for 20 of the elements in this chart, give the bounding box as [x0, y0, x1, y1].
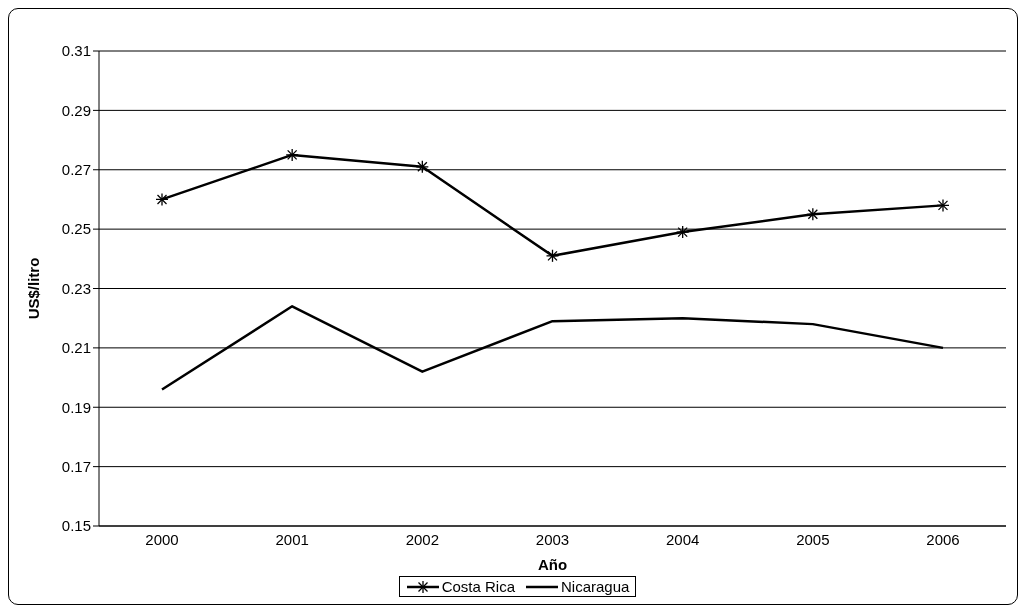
- y-tick-label: 0.23: [61, 279, 91, 297]
- x-tick-label: 2003: [535, 530, 570, 548]
- y-tick-label: 0.27: [61, 161, 91, 179]
- y-tick-label: 0.31: [61, 42, 91, 60]
- y-tick-label: 0.17: [61, 457, 91, 475]
- x-tick-label: 2001: [275, 530, 309, 548]
- legend-label: Costa Rica: [441, 578, 515, 595]
- y-tick-label: 0.21: [61, 339, 91, 357]
- legend-label: Nicaragua: [560, 578, 630, 595]
- x-tick-label: 2006: [926, 530, 960, 548]
- x-tick-label: 2000: [145, 530, 179, 548]
- y-tick-label: 0.19: [61, 398, 91, 416]
- y-tick-label: 0.15: [61, 517, 91, 535]
- x-tick-label: 2004: [665, 530, 700, 548]
- x-tick-label: 2005: [796, 530, 830, 548]
- y-tick-label: 0.29: [61, 101, 91, 119]
- y-tick-label: 0.25: [61, 220, 91, 238]
- y-axis-title: US$/litro: [25, 257, 43, 320]
- x-tick-label: 2002: [405, 530, 440, 548]
- x-axis-title: Año: [537, 556, 568, 573]
